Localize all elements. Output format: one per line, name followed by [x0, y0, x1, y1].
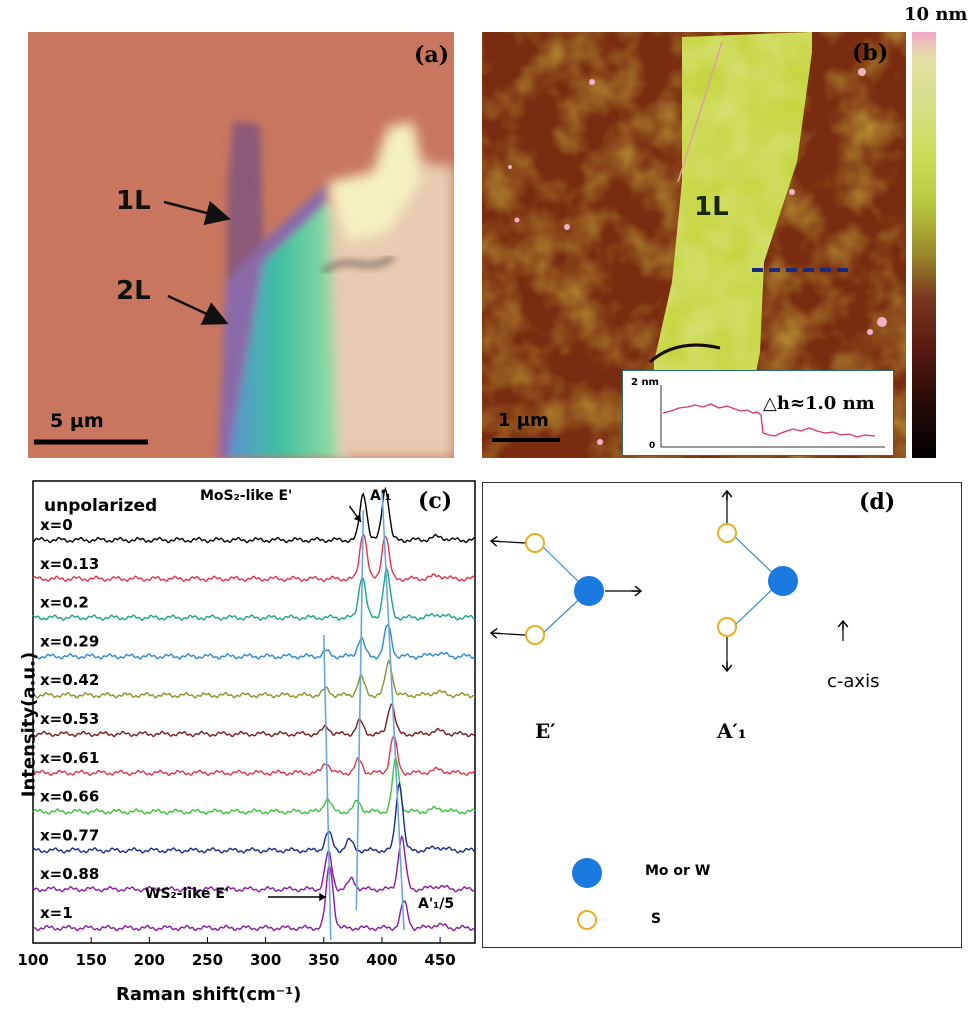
spectrum-line — [32, 864, 476, 932]
annotation-arrowhead-icon — [319, 892, 327, 902]
optical-image-panel: (a) 1L 2L 5 μm — [28, 32, 454, 458]
sulfur-atom-icon — [525, 625, 545, 645]
series-label: x=0.2 — [40, 594, 89, 612]
panel-b-label: (b) — [852, 40, 889, 66]
series-label: x=0.61 — [40, 749, 99, 767]
legend-unpolarized: unpolarized — [44, 496, 158, 516]
peak-guide-line — [381, 489, 405, 931]
sulfur-atom-icon — [717, 523, 737, 543]
label-1L: 1L — [116, 186, 151, 216]
y-axis-label: Intensity(a.u.) — [18, 651, 40, 798]
arrow-2L-icon — [167, 294, 229, 325]
series-label: x=0.53 — [40, 710, 99, 728]
spectrum-line — [32, 703, 476, 738]
spectrum-line — [32, 834, 476, 893]
series-label: x=0.88 — [40, 865, 99, 883]
a1-top-annotation: A'₁ — [370, 488, 392, 504]
peak-guide-line — [355, 509, 365, 911]
label-2L: 2L — [116, 276, 151, 306]
colorbar-max-label: 10 nm — [904, 4, 968, 25]
series-label: x=1 — [40, 904, 73, 922]
spectrum-line — [33, 735, 476, 777]
height-profile-plot — [660, 385, 885, 448]
series-label: x=0.29 — [40, 632, 99, 650]
metal-atom-icon — [768, 566, 798, 596]
series-label: x=0.42 — [40, 671, 99, 689]
legend-metal-icon — [572, 858, 602, 888]
mode-a-label: A′₁ — [717, 719, 747, 743]
legend-s-label: S — [651, 911, 662, 927]
spectrum-line — [32, 781, 476, 854]
spectrum-line — [32, 659, 476, 699]
mos2-like-annotation: MoS₂-like E' — [200, 488, 293, 504]
arrow-1L-icon — [163, 200, 231, 226]
x-tick-label: 200 — [134, 951, 165, 969]
series-label: x=0.13 — [40, 555, 99, 573]
metal-atom-icon — [574, 576, 604, 606]
arrows-overlay — [34, 200, 231, 445]
inset-y-top: 2 nm — [631, 377, 659, 388]
optical-image — [28, 32, 454, 458]
legend-sulfur-icon — [577, 910, 597, 930]
x-tick-label: 150 — [76, 951, 107, 969]
legend-metal-label: Mo or W — [645, 863, 711, 879]
scale-bar-a-label: 5 μm — [50, 410, 104, 432]
plot-frame — [32, 480, 476, 944]
x-tick-label: 300 — [250, 951, 281, 969]
series-label: x=0 — [40, 516, 73, 534]
sulfur-atom-icon — [717, 617, 737, 637]
series-label: x=0.77 — [40, 826, 99, 844]
ws2-like-annotation: WS₂-like E' — [145, 886, 230, 902]
annotation-arrowhead-icon — [353, 514, 362, 522]
peak-guide-line — [322, 634, 332, 941]
delta-h-label: △h≈1.0 nm — [763, 393, 875, 414]
x-tick-label: 350 — [308, 951, 339, 969]
x-tick-label: 250 — [192, 951, 223, 969]
mode-e-label: E′ — [535, 719, 556, 743]
flake-1L-label: 1L — [694, 192, 729, 222]
spectrum-line — [32, 533, 476, 583]
panel-d-label: (d) — [859, 489, 896, 515]
x-axis-label: Raman shift(cm⁻¹) — [116, 984, 302, 1005]
x-tick-label: 400 — [366, 951, 397, 969]
sulfur-atom-icon — [525, 533, 545, 553]
vibration-diagram — [489, 489, 849, 930]
x-tick-label: 450 — [424, 951, 455, 969]
afm-image-panel: (b) 1L 1 μm 2 nm 0 △h≈1.0 nm — [482, 32, 906, 458]
c-axis-label: c-axis — [827, 671, 880, 692]
x-tick-label: 100 — [17, 951, 48, 969]
spectrum-line — [32, 486, 476, 544]
panel-a-label: (a) — [414, 42, 450, 68]
spectrum-line — [32, 566, 476, 622]
inset-y-bottom: 0 — [649, 441, 656, 451]
raman-chart: 100 150 200 250 300 350 400 450 x=0 x=0.13 x=0.2 x… — [17, 480, 476, 969]
panel-c-label: (c) — [418, 488, 453, 514]
spectrum-line — [32, 623, 476, 660]
vibration-modes-panel: (d) E′ A′₁ c-axis Mo or W S — [482, 482, 962, 948]
height-profile-inset: 2 nm 0 △h≈1.0 nm — [622, 370, 894, 456]
scale-bar-b-label: 1 μm — [498, 410, 549, 431]
a1-bottom-annotation: A'₁/5 — [418, 896, 455, 912]
series-label: x=0.66 — [40, 788, 99, 806]
height-colorbar — [912, 32, 936, 458]
